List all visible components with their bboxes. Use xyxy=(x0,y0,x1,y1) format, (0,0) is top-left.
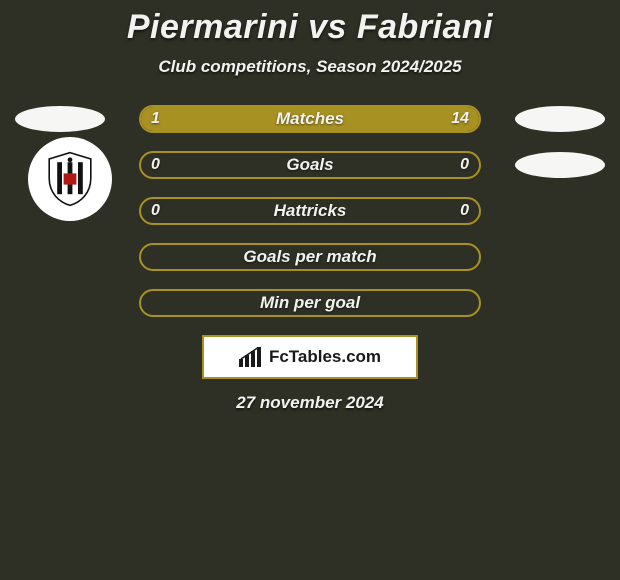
player-badge-right xyxy=(515,152,605,178)
player-badge-left xyxy=(15,106,105,132)
stat-row: Goals per match xyxy=(0,243,620,271)
stat-bar: Goals per match xyxy=(139,243,481,271)
stat-row: Min per goal xyxy=(0,289,620,317)
stat-bar: Matches1 14 xyxy=(139,105,481,133)
subtitle: Club competitions, Season 2024/2025 xyxy=(0,57,620,77)
stat-value-right: 0 xyxy=(460,199,469,223)
stat-value-right: 0 xyxy=(460,153,469,177)
stat-row: Matches1 14 xyxy=(0,105,620,133)
stat-label: Min per goal xyxy=(141,291,479,315)
stat-value-left: 0 xyxy=(151,199,160,223)
stat-rows: Matches114Goals00Hattricks00Goals per ma… xyxy=(0,105,620,317)
date-line: 27 november 2024 xyxy=(0,393,620,413)
brand-box[interactable]: FcTables.com xyxy=(202,335,418,379)
brand-label: FcTables.com xyxy=(269,347,381,367)
stat-value-left: 1 xyxy=(151,107,160,131)
bar-chart-icon xyxy=(239,347,263,367)
stat-bar: Hattricks0 0 xyxy=(139,197,481,225)
stat-label: Goals per match xyxy=(141,245,479,269)
stat-label: Hattricks xyxy=(141,199,479,223)
player-badge-right xyxy=(515,106,605,132)
stat-label: Goals xyxy=(141,153,479,177)
comparison-card: Piermarini vs Fabriani Club competitions… xyxy=(0,0,620,413)
stat-row: Hattricks0 0 xyxy=(0,197,620,225)
page-title: Piermarini vs Fabriani xyxy=(0,8,620,47)
stat-label: Matches xyxy=(141,107,479,131)
stat-row: Goals0 0 xyxy=(0,151,620,179)
stat-bar: Goals0 0 xyxy=(139,151,481,179)
stat-bar: Min per goal xyxy=(139,289,481,317)
stat-value-left: 0 xyxy=(151,153,160,177)
stat-value-right: 14 xyxy=(451,107,469,131)
